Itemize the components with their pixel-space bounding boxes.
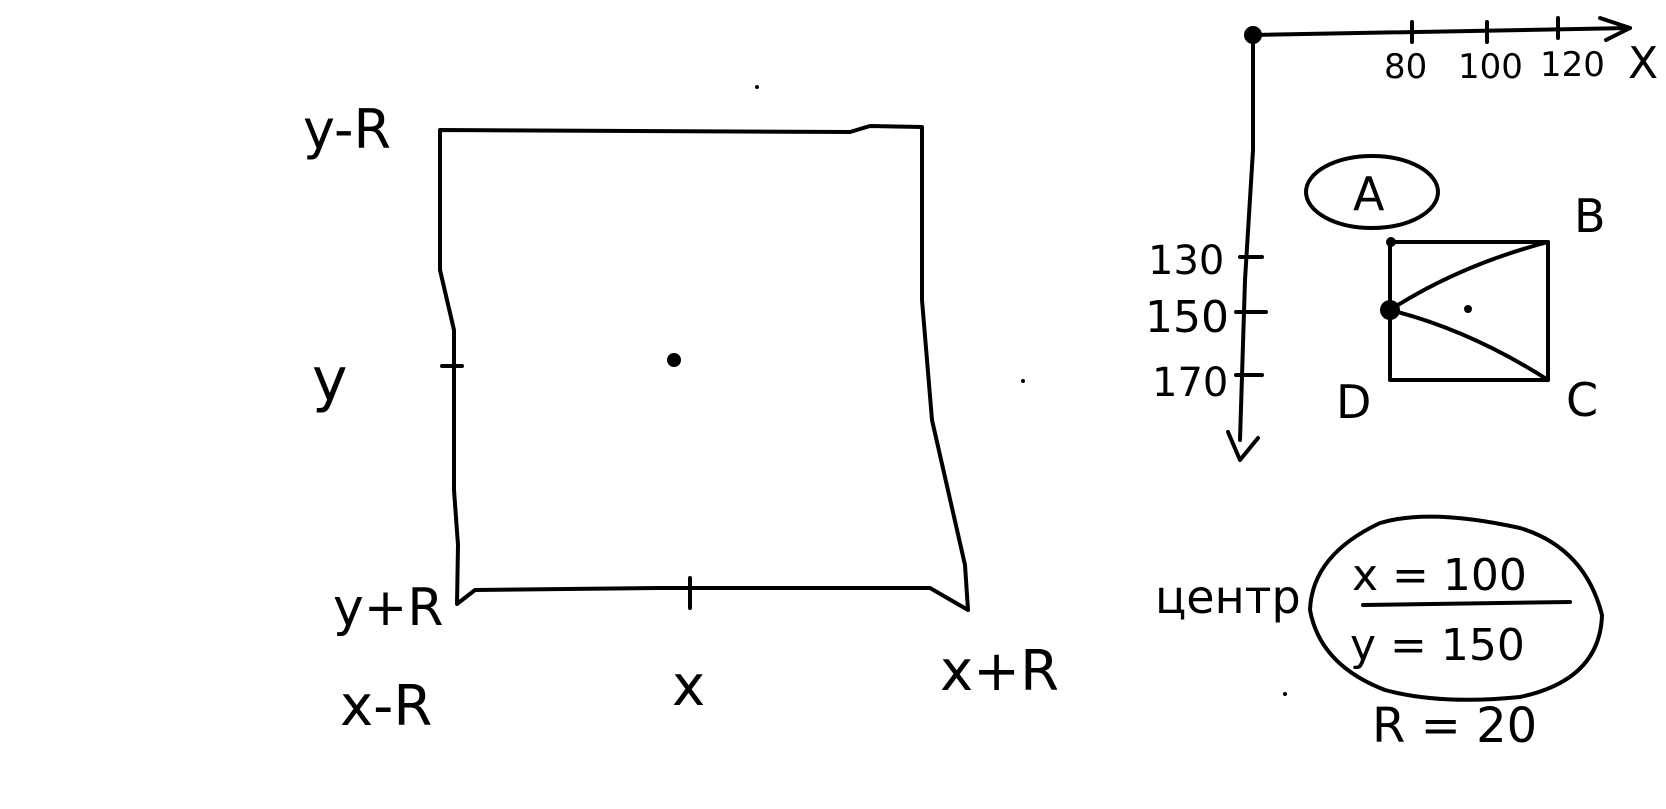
stray-dot bbox=[1283, 692, 1287, 696]
x-axis-arrow bbox=[1598, 16, 1632, 42]
left-midpoint bbox=[1380, 300, 1400, 320]
y-axis-line bbox=[1238, 33, 1255, 442]
corner-a-point bbox=[1386, 237, 1396, 247]
x-axis-line bbox=[1251, 26, 1632, 37]
center-note-divider bbox=[1361, 600, 1572, 607]
label-y-minus-r: y-R bbox=[303, 98, 391, 161]
label-x: x bbox=[672, 654, 705, 719]
rectangle-center-point bbox=[1464, 305, 1472, 313]
diagonal-to-c bbox=[1388, 308, 1550, 382]
center-point bbox=[667, 353, 681, 367]
center-note: центр x = 100 y = 150 R = 20 bbox=[1155, 514, 1604, 754]
y-tick-label-150: 150 bbox=[1145, 292, 1229, 343]
center-note-r: R = 20 bbox=[1372, 698, 1537, 754]
center-note-label: центр bbox=[1155, 570, 1301, 624]
point-d-label: D bbox=[1336, 375, 1371, 429]
stray-dot bbox=[1021, 379, 1025, 383]
x-tick-label-80: 80 bbox=[1384, 47, 1427, 87]
point-c-label: C bbox=[1566, 373, 1598, 427]
y-tick-label-170: 170 bbox=[1152, 360, 1228, 406]
diagonal-to-b bbox=[1388, 240, 1550, 312]
label-y-plus-r: y+R bbox=[333, 578, 443, 638]
y-axis-arrow bbox=[1226, 430, 1260, 462]
center-note-y: y = 150 bbox=[1350, 620, 1525, 671]
point-a-label: A bbox=[1353, 167, 1385, 221]
square-outline bbox=[438, 124, 970, 612]
label-y: y bbox=[312, 345, 348, 415]
left-square-diagram: y-R y y+R x-R x x+R bbox=[303, 85, 1059, 739]
center-note-ellipse bbox=[1308, 514, 1604, 702]
x-tick-label-120: 120 bbox=[1540, 45, 1605, 85]
coordinate-axes: X 80 100 120 130 150 170 bbox=[1145, 16, 1658, 462]
label-a-circle bbox=[1304, 154, 1440, 230]
label-x-minus-r: x-R bbox=[340, 674, 432, 739]
stray-dot bbox=[755, 85, 759, 89]
x-axis-label: X bbox=[1628, 38, 1658, 89]
center-note-x: x = 100 bbox=[1352, 550, 1527, 601]
rectangle-abcd: A B C D bbox=[1304, 154, 1606, 429]
point-b-label: B bbox=[1574, 189, 1606, 243]
x-tick-label-100: 100 bbox=[1458, 47, 1523, 87]
label-x-plus-r: x+R bbox=[940, 639, 1059, 704]
y-tick-label-130: 130 bbox=[1148, 238, 1224, 284]
